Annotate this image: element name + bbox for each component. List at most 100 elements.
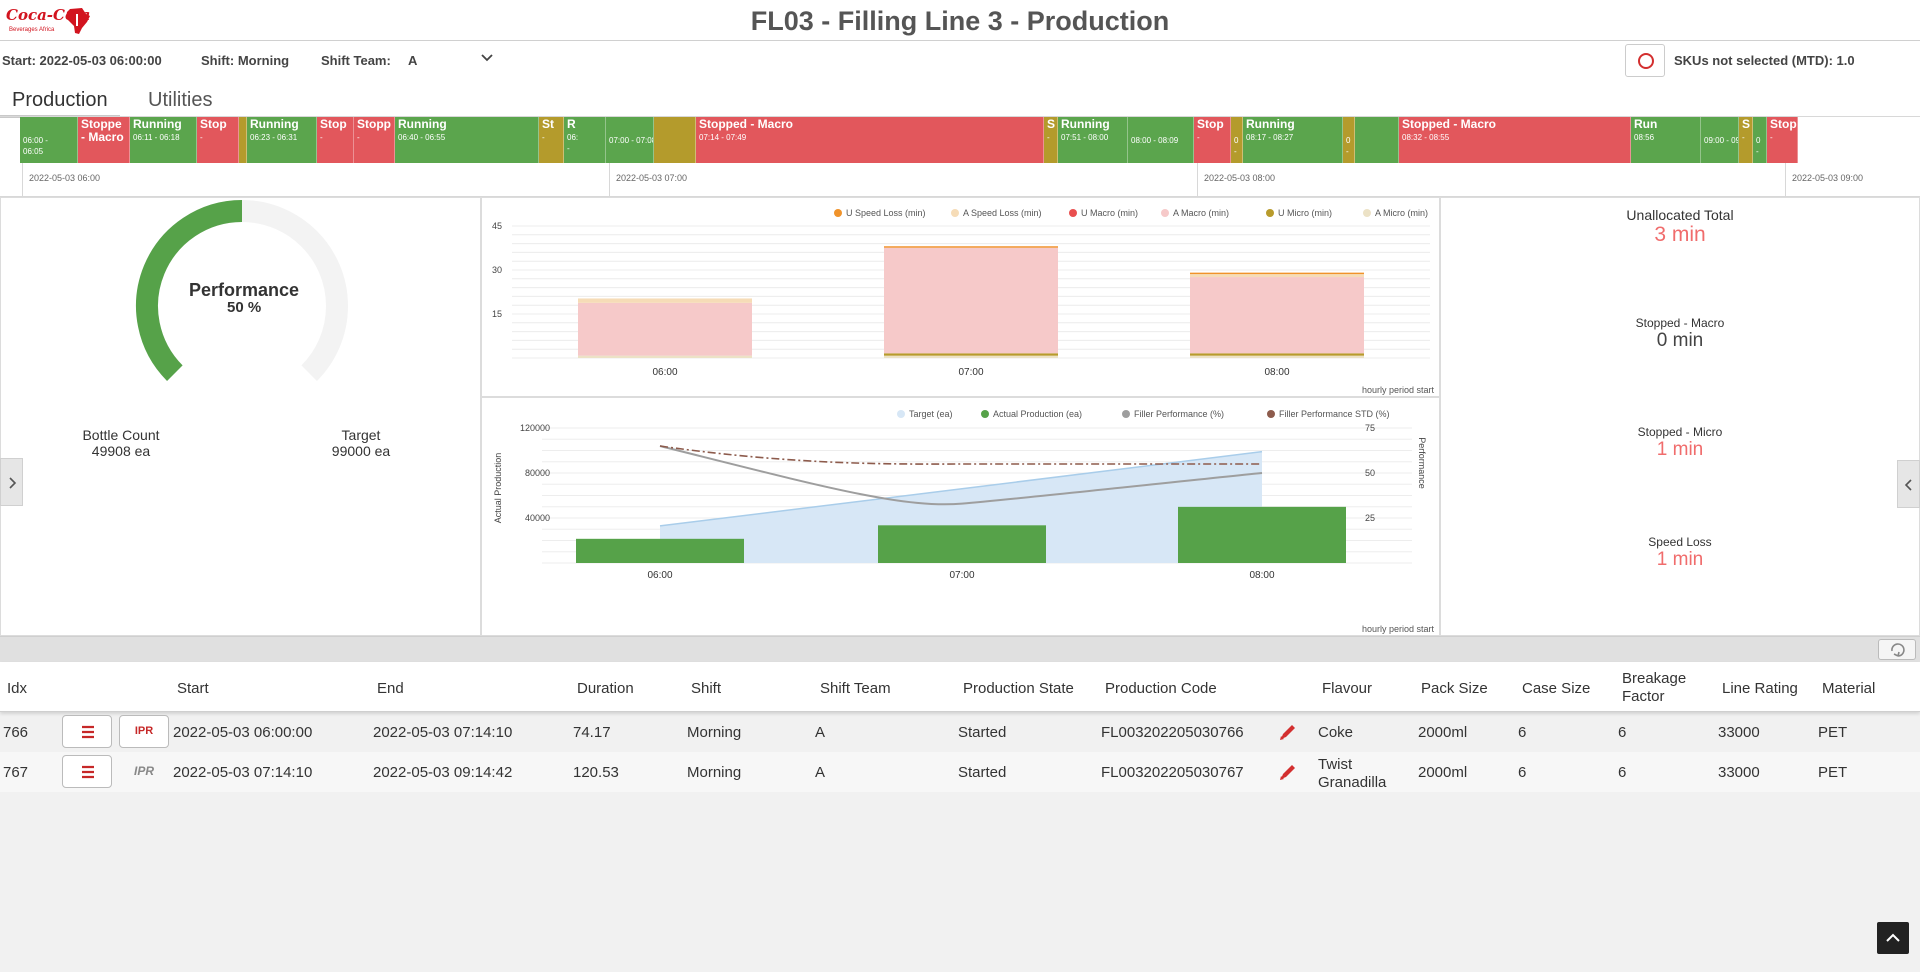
timeline-segment[interactable]: Running 07:51 - 08:00 bbox=[1058, 117, 1128, 163]
edit-pencil-icon[interactable] bbox=[1278, 722, 1298, 742]
col-shift[interactable]: Shift bbox=[691, 680, 722, 697]
cell-flavour: Coke bbox=[1318, 724, 1354, 741]
col-pack-size[interactable]: Pack Size bbox=[1421, 680, 1488, 697]
legend-entry[interactable]: U Speed Loss (min) bbox=[846, 208, 926, 218]
col-duration[interactable]: Duration bbox=[577, 680, 634, 697]
timeline-segment[interactable]: 0 - bbox=[1753, 117, 1767, 163]
timeline-segment[interactable]: 0 - bbox=[1343, 117, 1355, 163]
cell-end: 2022-05-03 09:14:42 bbox=[373, 764, 513, 781]
legend-entry[interactable]: A Micro (min) bbox=[1375, 208, 1428, 218]
filler-performance-line[interactable] bbox=[659, 445, 1263, 506]
timeline-segment[interactable]: Running 06:11 - 06:18 bbox=[130, 117, 197, 163]
target-label: Target bbox=[341, 427, 381, 443]
timeline-segment[interactable]: Stop - bbox=[197, 117, 239, 163]
loss-bar-segment[interactable] bbox=[1190, 272, 1364, 275]
col-flavour[interactable]: Flavour bbox=[1322, 680, 1373, 697]
col-case-size[interactable]: Case Size bbox=[1522, 680, 1591, 697]
timeline-segment[interactable]: Stop - bbox=[1767, 117, 1798, 163]
ipr-button[interactable]: IPR bbox=[119, 715, 169, 748]
legend-entry[interactable]: Filler Performance STD (%) bbox=[1279, 409, 1390, 419]
timeline-segment[interactable] bbox=[1355, 117, 1399, 163]
legend-entry[interactable]: A Macro (min) bbox=[1173, 208, 1229, 218]
timeline-segment[interactable]: 08:00 - 08:09 bbox=[1128, 117, 1194, 163]
cell-duration: 120.53 bbox=[573, 764, 619, 781]
timeline-segment[interactable]: Running 06:40 - 06:55 bbox=[395, 117, 539, 163]
production-bar[interactable] bbox=[1178, 506, 1346, 563]
col-line-rating[interactable]: Line Rating bbox=[1722, 680, 1798, 697]
col-breakage-factor[interactable]: Breakage Factor bbox=[1622, 670, 1687, 705]
timeline-segment[interactable]: S- bbox=[1739, 117, 1753, 163]
col-end[interactable]: End bbox=[377, 680, 404, 697]
edit-pencil-icon[interactable] bbox=[1278, 762, 1298, 782]
row-menu-button[interactable] bbox=[62, 755, 112, 788]
loss-bar-segment[interactable] bbox=[884, 355, 1058, 358]
legend-entry[interactable]: U Macro (min) bbox=[1081, 208, 1138, 218]
timeline-segment[interactable]: Stopped - Macro 07:14 - 07:49 bbox=[696, 117, 1044, 163]
segment-time: - bbox=[542, 133, 545, 142]
tab-production[interactable]: Production bbox=[0, 85, 120, 118]
kpi-panel bbox=[1440, 197, 1920, 636]
timeline-segment[interactable]: Stopp - bbox=[354, 117, 395, 163]
legend-entry[interactable]: Target (ea) bbox=[909, 409, 953, 419]
legend-entry[interactable]: U Micro (min) bbox=[1278, 208, 1332, 218]
sku-record-button[interactable] bbox=[1625, 44, 1665, 77]
timeline-segment[interactable]: Stop - bbox=[1194, 117, 1231, 163]
row-menu-button[interactable] bbox=[62, 715, 112, 748]
segment-time: 0 - bbox=[1234, 136, 1239, 156]
legend-entry[interactable]: A Speed Loss (min) bbox=[963, 208, 1042, 218]
chevron-down-icon[interactable] bbox=[480, 51, 494, 65]
production-bar[interactable] bbox=[576, 538, 744, 563]
loss-bar-segment[interactable] bbox=[1190, 277, 1364, 354]
expand-left-button[interactable] bbox=[0, 458, 23, 506]
legend-entry[interactable]: Filler Performance (%) bbox=[1134, 409, 1224, 419]
shift-team-select[interactable]: A bbox=[408, 53, 418, 68]
loss-bar-segment[interactable] bbox=[578, 298, 752, 303]
col-production-state[interactable]: Production State bbox=[963, 680, 1074, 697]
timeline-segment[interactable] bbox=[239, 117, 247, 163]
gauge-fill bbox=[136, 200, 243, 381]
legend-entry[interactable]: Actual Production (ea) bbox=[993, 409, 1082, 419]
loss-bar-segment[interactable] bbox=[884, 247, 1058, 354]
timeline-segment[interactable]: 06:00 - 06:05 bbox=[20, 117, 78, 163]
col-shift-team[interactable]: Shift Team bbox=[820, 680, 891, 697]
loss-bar-segment[interactable] bbox=[578, 302, 752, 356]
col-material[interactable]: Material bbox=[1822, 680, 1876, 697]
loss-bar-segment[interactable] bbox=[1190, 355, 1364, 358]
ipr-label-disabled[interactable]: IPR bbox=[133, 764, 154, 778]
table-row[interactable]: 767 IPR 2022-05-03 07:14:10 2022-05-03 0… bbox=[0, 752, 1920, 792]
refresh-button[interactable] bbox=[1878, 639, 1916, 660]
scroll-to-top-button[interactable] bbox=[1877, 922, 1909, 954]
timeline-segment[interactable] bbox=[654, 117, 696, 163]
timeline-segment[interactable]: Stop - bbox=[317, 117, 354, 163]
timeline-segment[interactable]: St - bbox=[539, 117, 564, 163]
timeline-segment[interactable]: Run 08:56 bbox=[1631, 117, 1701, 163]
timeline-segment[interactable]: Stopped - Macro 08:32 - 08:55 bbox=[1399, 117, 1631, 163]
col-production-code[interactable]: Production Code bbox=[1105, 680, 1217, 697]
timeline-segment[interactable]: R 06: - bbox=[564, 117, 606, 163]
timeline-segment[interactable]: Running 06:23 - 06:31 bbox=[247, 117, 317, 163]
cell-line-rating: 33000 bbox=[1718, 764, 1760, 781]
timeline-segment[interactable]: 0 - bbox=[1231, 117, 1243, 163]
loss-bar-segment[interactable] bbox=[1190, 353, 1364, 356]
kpi-unallocated: Unallocated Total 3 min bbox=[1440, 207, 1920, 247]
expand-right-button[interactable] bbox=[1897, 460, 1920, 508]
timeline-segment[interactable]: Running 08:17 - 08:27 bbox=[1243, 117, 1343, 163]
loss-bar-segment[interactable] bbox=[578, 355, 752, 358]
col-start[interactable]: Start bbox=[177, 680, 209, 697]
timeline-segment[interactable]: S- bbox=[1044, 117, 1058, 163]
timeline-segment[interactable]: 07:00 - 07:08 bbox=[606, 117, 654, 163]
loss-bar-segment[interactable] bbox=[884, 353, 1058, 356]
timeline-segment[interactable]: 09:00 - 09:06 bbox=[1701, 117, 1739, 163]
y-tick-label: 30 bbox=[492, 265, 502, 275]
legend-marker bbox=[1363, 209, 1371, 217]
loss-bar-segment[interactable] bbox=[884, 246, 1058, 248]
production-bar[interactable] bbox=[878, 525, 1046, 563]
timeline-segment[interactable]: Stoppe - Macro bbox=[78, 117, 130, 163]
segment-label: Stop bbox=[1770, 117, 1797, 131]
y-tick-label: 120000 bbox=[520, 423, 550, 433]
col-idx[interactable]: Idx bbox=[7, 680, 28, 697]
tab-utilities[interactable]: Utilities bbox=[148, 89, 213, 111]
table-row[interactable]: 766 IPR 2022-05-03 06:00:00 2022-05-03 0… bbox=[0, 712, 1920, 752]
sku-status-text: SKUs not selected (MTD): 1.0 bbox=[1674, 53, 1855, 68]
loss-bar-segment[interactable] bbox=[1190, 274, 1364, 278]
